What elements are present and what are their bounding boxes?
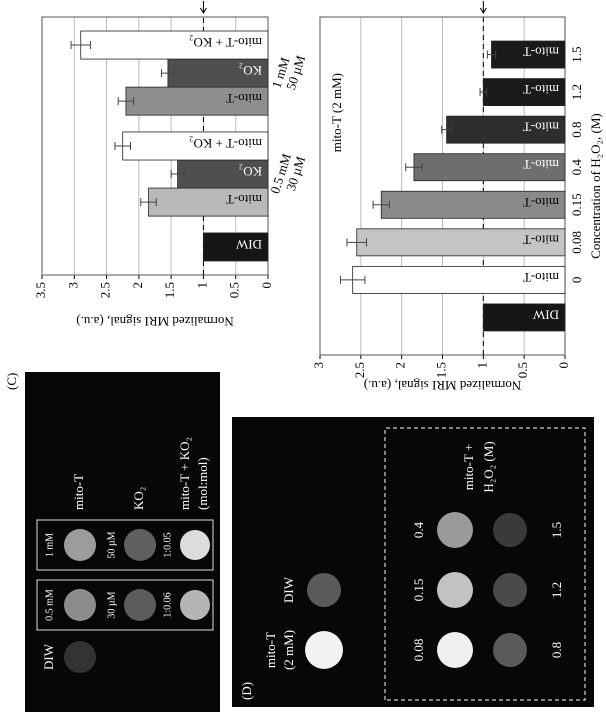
column-label: 0.5 mM: [44, 589, 55, 621]
column-label: 1 mM: [44, 533, 55, 557]
x-tick-label: 1.2: [569, 84, 584, 100]
sample-circle: [493, 513, 527, 547]
x-tick-label: 0.15: [569, 193, 584, 216]
panel-label: (D): [239, 682, 254, 700]
y-tick-label: 1: [194, 282, 209, 289]
sample-circle: [124, 529, 156, 561]
bar-label: mito-T: [523, 232, 559, 247]
bar-chart: 0 0.5 1 1.5 2 2.5 3 Normalized MRI signal, (a.u…: [311, 1, 603, 393]
sample-circle: [64, 641, 96, 673]
conc-label: 0.8: [549, 642, 564, 658]
sample-circle: [180, 530, 210, 560]
row-label: mito-T: [71, 474, 86, 510]
bar-label: KO₂: [239, 164, 262, 179]
y-tick-label: 1.5: [433, 362, 448, 378]
reference-arrow: [200, 1, 206, 13]
x-tick-label: 1.5: [569, 46, 584, 62]
bar-chart: 0 0.5 1 1.5 2 2.5 3 3.5 Normalized MRI signal, (…: [33, 1, 308, 329]
conc-label: 1.2: [549, 582, 564, 598]
cell-label: 30 µM: [106, 591, 117, 618]
y-tick-label: 2: [393, 362, 408, 369]
conc-label: 1.5: [549, 522, 564, 538]
box-label: H₂O₂ (M): [481, 441, 496, 492]
row-label: (mol:mol): [195, 457, 210, 510]
sample-label: (2 mM): [281, 630, 296, 670]
bar-label: DIW: [235, 237, 262, 252]
x-tick-label: 0.8: [569, 122, 584, 138]
sample-label: mito-T: [263, 632, 278, 668]
y-axis-title: Normalized MRI signal, (a.u.): [364, 378, 521, 393]
row-label: mito-T + KO₂: [177, 437, 192, 510]
x-tick-label: 0.08: [569, 231, 584, 254]
sample-circle: [305, 631, 343, 669]
y-tick-label: 2: [130, 282, 145, 289]
reference-arrow: [480, 1, 486, 13]
bar-label: mito-T: [523, 45, 559, 60]
bar-label: KO₂: [239, 63, 262, 78]
sample-circle: [180, 590, 210, 620]
cell-label: 50 µM: [106, 531, 117, 558]
bar-label: mito-T + KO₂: [189, 35, 262, 50]
panel-label: (C): [4, 373, 19, 390]
sample-circle: [124, 589, 156, 621]
bar-label: mito-T: [226, 192, 262, 207]
y-tick-label: 1.5: [162, 282, 177, 298]
sample-circle: [64, 589, 96, 621]
sample-circle: [437, 512, 473, 548]
conc-label: 0.4: [411, 521, 426, 538]
sample-circle: [307, 573, 341, 607]
y-tick-label: 2.5: [98, 282, 113, 298]
rotated-figure: (C) DIW 0.5 mM 1 mM 30 µM 50 µM 1:0.06 1…: [4, 1, 603, 712]
sample-circle: [493, 573, 527, 607]
row-label: KO₂: [131, 487, 146, 510]
bar-label: mito-T + KO₂: [189, 136, 262, 151]
bar-label: mito-T: [226, 91, 262, 106]
cell-label: 1:0.05: [162, 532, 173, 557]
x-tick-label: 0.4: [569, 159, 584, 176]
y-tick-label: 0.5: [227, 282, 242, 298]
bar-label: mito-T: [523, 195, 559, 210]
page: (C) DIW 0.5 mM 1 mM 30 µM 50 µM 1:0.06 1…: [0, 0, 606, 712]
bar-label: DIW: [532, 307, 559, 322]
y-tick-label: 2.5: [352, 362, 367, 378]
bar-label: mito-T: [523, 157, 559, 172]
annotation: mito-T (2 mM): [329, 73, 344, 152]
y-tick-label: 0: [556, 362, 571, 369]
conc-label: 0.15: [411, 579, 426, 602]
y-tick-label: 3: [311, 362, 326, 369]
bar-label: mito-T: [523, 270, 559, 285]
y-tick-label: 3.5: [33, 282, 48, 298]
sample-circle: [437, 632, 473, 668]
cell-label: 1:0.06: [162, 592, 173, 617]
box-label: mito-T +: [461, 444, 476, 490]
sample-circle: [64, 529, 96, 561]
column-label: DIW: [41, 643, 56, 670]
conc-label: 0.08: [411, 639, 426, 662]
bar-label: mito-T: [523, 120, 559, 135]
sample-label: DIW: [281, 576, 296, 603]
figure: (C) DIW 0.5 mM 1 mM 30 µM 50 µM 1:0.06 1…: [0, 0, 606, 712]
sample-circle: [437, 572, 473, 608]
x-axis-title: Concentration of H₂O₂, (M): [588, 113, 603, 259]
bar-label: mito-T: [523, 82, 559, 97]
y-axis-title: Normalized MRI signal, (a.u.): [76, 314, 233, 329]
y-tick-label: 0.5: [515, 362, 530, 378]
y-tick-label: 0: [259, 282, 274, 289]
x-tick-label: 0: [569, 277, 584, 284]
y-tick-label: 3: [65, 282, 80, 289]
sample-circle: [493, 633, 527, 667]
y-tick-label: 1: [474, 362, 489, 369]
